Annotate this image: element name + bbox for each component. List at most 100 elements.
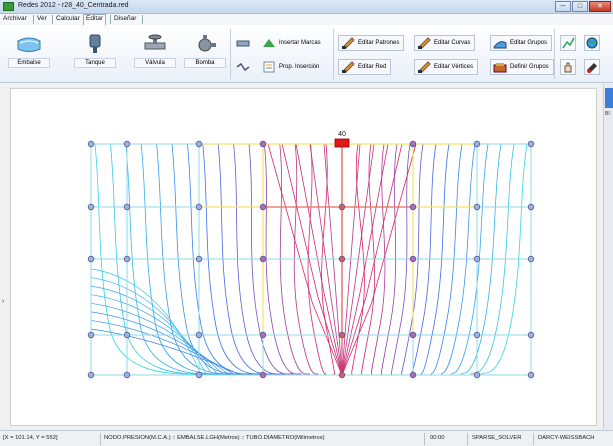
definir-grupos-button[interactable]: Definir Grupos <box>490 59 554 75</box>
network-node <box>87 255 95 263</box>
status-divider <box>424 433 425 445</box>
menu-separator <box>52 15 53 24</box>
insertar-marcas-button[interactable]: Insertar Marcas <box>262 35 321 51</box>
app-icon[interactable] <box>3 2 14 11</box>
network-node <box>409 331 417 339</box>
bomba-label: Bomba <box>184 58 226 68</box>
contour-line <box>279 143 310 376</box>
network-node <box>338 371 346 379</box>
reservoir-marker <box>334 138 350 148</box>
properties-icon <box>262 61 276 73</box>
contour-line <box>90 328 242 376</box>
contour-line <box>90 277 208 376</box>
maximize-button[interactable]: □ <box>572 1 588 12</box>
minimize-button[interactable]: ─ <box>555 1 571 12</box>
menu-bar: Archivar Ver Calcular Editar Diseñar <box>0 14 613 25</box>
prop-insercion-label: Prop. Inserción <box>279 64 320 70</box>
reservoir-icon <box>16 33 42 55</box>
contour-line <box>90 268 202 376</box>
paint-icon[interactable] <box>584 59 600 75</box>
network-node <box>527 140 535 148</box>
valve-icon <box>142 33 168 55</box>
contour-line <box>307 143 327 376</box>
embalse-button[interactable]: Embalse <box>8 33 50 71</box>
status-solver: SPARSE_SOLVER <box>472 435 522 441</box>
network-node <box>123 255 131 263</box>
reservoir-label: 40 <box>338 131 346 138</box>
menu-editar[interactable]: Editar <box>83 14 106 25</box>
network-node <box>259 203 267 211</box>
menu-calcular[interactable]: Calcular <box>56 15 80 22</box>
network-node <box>195 140 203 148</box>
menu-separator <box>33 15 34 24</box>
connector-tool-button[interactable] <box>236 59 253 75</box>
network-node <box>527 255 535 263</box>
close-button[interactable]: ✕ <box>589 1 611 12</box>
chart-icon[interactable] <box>560 35 576 51</box>
window-title: Redes 2012 - r28_40_Centrada.red <box>18 2 129 9</box>
editar-curvas-button[interactable]: Editar Curvas <box>414 35 476 51</box>
main-area: › 40 <box>0 84 603 429</box>
contour-line <box>293 143 318 376</box>
editar-red-button[interactable]: Editar Red <box>338 59 392 75</box>
status-divider <box>100 433 101 445</box>
menu-archivar[interactable]: Archivar <box>3 15 27 22</box>
contour-line <box>281 143 403 376</box>
right-panel-tab[interactable] <box>605 88 613 108</box>
panel-expand-handle[interactable]: › <box>2 298 5 305</box>
bomba-button[interactable]: Bomba <box>184 33 226 71</box>
network-node <box>259 371 267 379</box>
contour-line <box>295 143 389 376</box>
network-node <box>409 203 417 211</box>
network-node <box>259 140 267 148</box>
network-node <box>87 140 95 148</box>
contour-line <box>380 143 398 376</box>
network-node <box>409 371 417 379</box>
network-node <box>123 203 131 211</box>
pipe-tool-button[interactable] <box>236 35 253 51</box>
connector-icon <box>236 61 250 73</box>
editar-vertices-button[interactable]: Editar Vértices <box>414 59 479 75</box>
right-side-panel: BI <box>603 84 613 429</box>
status-divider <box>467 433 468 445</box>
editar-grupos-button[interactable]: Editar Grupos <box>490 35 553 51</box>
editar-curvas-label: Editar Curvas <box>434 40 471 46</box>
network-node <box>338 255 346 263</box>
editar-patrones-button[interactable]: Editar Patrones <box>338 35 405 51</box>
status-fields: NODO.PRESION(M.C.A.) :: EMBALSE.LGH(Metr… <box>104 435 325 441</box>
tanque-button[interactable]: Tanque <box>74 33 116 71</box>
network-node <box>195 331 203 339</box>
network-node <box>195 255 203 263</box>
network-node <box>527 203 535 211</box>
network-node <box>473 371 481 379</box>
pattern-edit-icon <box>341 37 355 50</box>
contour-line <box>140 143 236 376</box>
network-node <box>473 331 481 339</box>
editar-red-label: Editar Red <box>358 64 387 70</box>
contour-line <box>202 143 269 376</box>
menu-disenar[interactable]: Diseñar <box>114 15 137 22</box>
hand-icon[interactable] <box>560 59 576 75</box>
globe-icon[interactable] <box>584 35 600 51</box>
menu-ver[interactable]: Ver <box>37 15 47 22</box>
embalse-label: Embalse <box>8 58 50 68</box>
contour-line <box>480 143 528 376</box>
network-node <box>409 255 417 263</box>
contour-line <box>361 143 375 376</box>
contour-line <box>421 143 450 376</box>
network-node <box>338 203 346 211</box>
tank-icon <box>82 33 108 55</box>
network-node <box>527 371 535 379</box>
contour-line <box>217 143 277 376</box>
contour-line <box>125 143 228 376</box>
network-node <box>473 140 481 148</box>
network-canvas[interactable]: 40 <box>10 88 597 426</box>
contour-line <box>171 143 253 376</box>
valvula-label: Válvula <box>134 58 176 68</box>
contour-line <box>309 143 375 376</box>
valvula-button[interactable]: Válvula <box>134 33 176 71</box>
prop-insercion-button[interactable]: Prop. Inserción <box>262 59 319 75</box>
contour-line <box>440 143 476 376</box>
network-edit-icon <box>341 61 355 74</box>
curve-edit-icon <box>417 37 431 50</box>
